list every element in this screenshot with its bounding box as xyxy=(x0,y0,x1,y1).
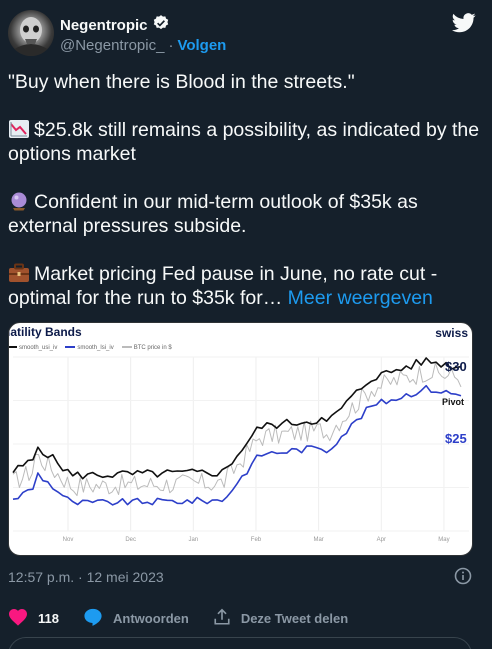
legend-item-2: smooth_lsi_iv xyxy=(65,345,114,351)
annotation-pivot: Pivot xyxy=(442,397,464,407)
tweet-actions: 118 Antwoorden Deze Tweet delen xyxy=(8,606,372,630)
avatar[interactable] xyxy=(8,10,54,56)
tweet-paragraph-4: Market pricing Fed pause in June, no rat… xyxy=(8,262,484,310)
x-tick-label: May xyxy=(438,537,449,543)
x-tick-label: Feb xyxy=(251,537,262,543)
chart-legend: smooth_usi_iv smooth_lsi_iv BTC price in… xyxy=(9,345,172,351)
x-tick-label: Mar xyxy=(313,537,323,543)
tweet-header: Negentropic @Negentropic_ · Volgen xyxy=(8,10,484,60)
read-replies-button[interactable] xyxy=(8,637,472,649)
heart-icon xyxy=(8,608,28,629)
tweet-paragraph-4-text: Market pricing Fed pause in June, no rat… xyxy=(8,263,438,309)
annotation-upper: $30 xyxy=(445,359,467,374)
handle-row: @Negentropic_ · Volgen xyxy=(60,37,226,54)
separator: · xyxy=(168,37,174,54)
author-handle[interactable]: @Negentropic_ xyxy=(60,37,165,54)
x-tick-label: Nov xyxy=(63,537,74,543)
like-count: 118 xyxy=(38,610,59,626)
x-tick-label: Jan xyxy=(188,537,198,543)
tweet-timestamp[interactable]: 12:57 p.m. · 12 mei 2023 xyxy=(8,569,164,585)
tweet-media-chart[interactable]: Nov Dec Jan Feb Mar Apr May $30 Pivot $25 latilit… xyxy=(8,322,473,556)
show-more-link[interactable]: Meer weergeven xyxy=(287,287,433,309)
share-button[interactable]: Deze Tweet delen xyxy=(213,608,348,629)
chart-title: latility Bands xyxy=(8,325,82,339)
x-tick-label: Dec xyxy=(125,537,136,543)
chart-canvas: Nov Dec Jan Feb Mar Apr May $30 Pivot $25 xyxy=(12,356,469,543)
tweet-paragraph-3-text: Confident in our mid-term outlook of $35… xyxy=(8,191,418,237)
legend-item-1-label: smooth_usi_iv xyxy=(19,345,58,351)
chart-decreasing-icon xyxy=(8,119,30,139)
briefcase-icon xyxy=(8,263,30,283)
crystal-ball-icon xyxy=(8,191,30,211)
name-row: Negentropic xyxy=(60,14,170,37)
tweet-paragraph-2-text: $25.8k still remains a possibility, as i… xyxy=(8,119,480,165)
legend-item-3: BTC price in $ xyxy=(121,345,172,351)
legend-item-1: smooth_usi_iv xyxy=(9,345,58,351)
tweet-paragraph-1: "Buy when there is Blood in the streets.… xyxy=(8,71,355,93)
annotation-lower: $25 xyxy=(445,431,467,446)
chart-brand: swiss xyxy=(435,326,468,340)
follow-button[interactable]: Volgen xyxy=(177,37,227,54)
series-line-3 xyxy=(12,384,462,506)
series-line-2 xyxy=(12,357,462,480)
legend-item-2-label: smooth_lsi_iv xyxy=(77,345,114,351)
reply-label: Antwoorden xyxy=(112,610,189,626)
tweet-body: "Buy when there is Blood in the streets.… xyxy=(8,70,484,310)
comment-bubble-icon xyxy=(83,608,103,629)
share-label: Deze Tweet delen xyxy=(240,610,349,626)
author-name[interactable]: Negentropic xyxy=(60,17,148,34)
twitter-bird-icon[interactable] xyxy=(452,12,476,39)
share-upload-icon xyxy=(213,608,231,629)
x-tick-label: Apr xyxy=(377,537,386,543)
verified-badge-icon xyxy=(152,14,170,37)
reply-button[interactable]: Antwoorden xyxy=(83,608,189,629)
series-line-1 xyxy=(12,362,462,497)
tweet-paragraph-3: Confident in our mid-term outlook of $35… xyxy=(8,190,484,238)
like-button[interactable]: 118 xyxy=(8,608,59,629)
info-icon[interactable] xyxy=(454,567,472,590)
legend-item-3-label: BTC price in $ xyxy=(133,345,172,351)
tweet-paragraph-2: $25.8k still remains a possibility, as i… xyxy=(8,118,484,166)
